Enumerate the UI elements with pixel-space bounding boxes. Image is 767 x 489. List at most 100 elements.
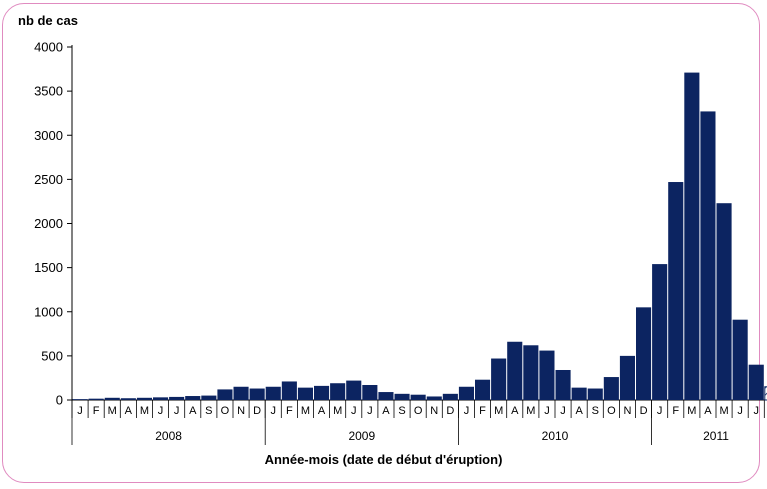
bar [410, 394, 426, 400]
month-label: M [526, 405, 535, 417]
month-label: S [205, 405, 212, 417]
y-tick-label: 0 [56, 393, 63, 408]
bar [619, 355, 635, 400]
bar [201, 395, 217, 400]
month-label: N [623, 405, 631, 417]
bar [281, 381, 297, 400]
bar [732, 319, 748, 400]
bar [571, 387, 587, 400]
bar [136, 397, 152, 400]
month-label: A [125, 405, 133, 417]
month-label: M [333, 405, 342, 417]
y-tick-label: 500 [41, 348, 63, 363]
bar [442, 393, 458, 400]
month-label: D [446, 405, 454, 417]
bar [748, 364, 764, 400]
bar [265, 386, 281, 400]
bar [346, 380, 362, 400]
month-label: S [592, 405, 599, 417]
chart-frame [2, 3, 760, 483]
bar [652, 264, 668, 400]
bar [716, 203, 732, 400]
month-label: F [93, 405, 100, 417]
month-label: M [494, 405, 503, 417]
month-label: O [221, 405, 230, 417]
year-label: 2010 [542, 429, 569, 443]
bar [104, 397, 120, 400]
month-label: J [77, 405, 83, 417]
bar [394, 393, 410, 400]
month-label: M [108, 405, 117, 417]
month-label: S [398, 405, 405, 417]
bar [684, 72, 700, 400]
y-tick-label: 1500 [34, 260, 63, 275]
year-label: 2008 [155, 429, 182, 443]
month-label: A [189, 405, 197, 417]
x-axis-title: Année-mois (date de début d'éruption) [264, 452, 503, 467]
month-label: J [158, 405, 164, 417]
bar [249, 388, 265, 400]
month-label: D [640, 405, 648, 417]
y-tick-label: 4000 [34, 40, 63, 55]
bar [555, 369, 571, 400]
month-label: J [464, 405, 470, 417]
bar [314, 385, 330, 400]
y-axis-title: nb de cas [18, 13, 78, 28]
month-label: J [754, 405, 760, 417]
y-tick-label: 2500 [34, 172, 63, 187]
month-label: O [414, 405, 423, 417]
year-label: 2011 [703, 429, 729, 443]
month-label: F [286, 405, 293, 417]
bar [330, 383, 346, 400]
month-label: J [351, 405, 357, 417]
month-label: J [560, 405, 566, 417]
bar [72, 399, 88, 400]
month-label: M [719, 405, 728, 417]
bar [539, 350, 555, 400]
month-label: A [575, 405, 583, 417]
month-label: O [607, 405, 616, 417]
month-label: J [271, 405, 277, 417]
month-label: M [301, 405, 310, 417]
month-label: F [479, 405, 486, 417]
month-label: J [657, 405, 663, 417]
bar [426, 396, 442, 400]
month-label: D [253, 405, 261, 417]
month-label: F [672, 405, 679, 417]
bar [297, 387, 313, 400]
month-label: M [687, 405, 696, 417]
bar [88, 398, 104, 400]
month-label: A [704, 405, 712, 417]
bar [458, 386, 474, 400]
bar [169, 396, 185, 400]
bar [475, 379, 491, 400]
bar [233, 386, 249, 400]
bar [603, 377, 619, 400]
bar [153, 397, 169, 400]
year-label: 2009 [348, 429, 375, 443]
bar [636, 307, 652, 400]
bar [764, 386, 767, 401]
month-label: A [318, 405, 326, 417]
bar [587, 388, 603, 400]
month-label: J [737, 405, 743, 417]
y-tick-label: 2000 [34, 216, 63, 231]
y-tick-label: 3000 [34, 128, 63, 143]
month-label: N [430, 405, 438, 417]
bar [378, 392, 394, 400]
bar [700, 111, 716, 401]
bar [491, 358, 507, 400]
bar [523, 345, 539, 400]
bar [185, 396, 201, 400]
bar [217, 389, 233, 400]
y-tick-label: 1000 [34, 304, 63, 319]
month-label: M [140, 405, 149, 417]
y-tick-label: 3500 [34, 84, 63, 99]
bar [362, 384, 378, 400]
month-label: A [511, 405, 519, 417]
month-label: J [367, 405, 373, 417]
bar [668, 182, 684, 400]
bar [507, 341, 523, 400]
month-label: J [174, 405, 180, 417]
